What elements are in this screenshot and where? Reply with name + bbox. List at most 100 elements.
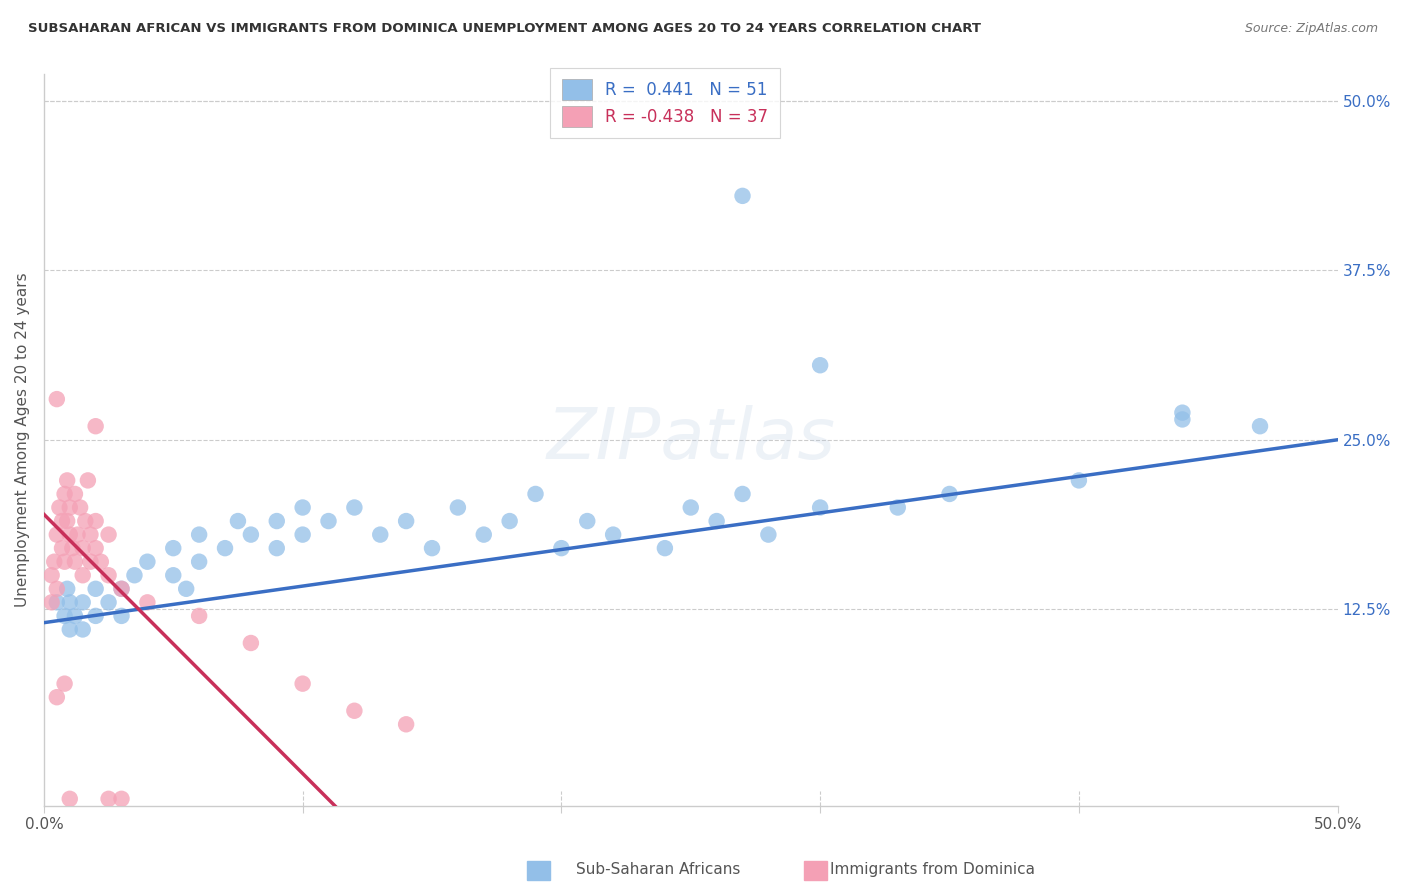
Point <box>938 487 960 501</box>
Point <box>524 487 547 501</box>
Point <box>97 595 120 609</box>
Point <box>59 500 82 515</box>
Point <box>174 582 197 596</box>
Point <box>1171 406 1194 420</box>
Point <box>1171 412 1194 426</box>
Point <box>63 487 86 501</box>
Point <box>1067 474 1090 488</box>
Point <box>343 500 366 515</box>
Point <box>84 541 107 556</box>
Text: SUBSAHARAN AFRICAN VS IMMIGRANTS FROM DOMINICA UNEMPLOYMENT AMONG AGES 20 TO 24 : SUBSAHARAN AFRICAN VS IMMIGRANTS FROM DO… <box>28 22 981 36</box>
Point <box>368 527 391 541</box>
Point <box>84 514 107 528</box>
Point <box>266 514 288 528</box>
Point <box>44 555 66 569</box>
Point <box>239 527 262 541</box>
Point <box>498 514 520 528</box>
Point <box>808 358 831 372</box>
Point <box>59 792 82 806</box>
Point <box>45 582 67 596</box>
Point <box>188 527 211 541</box>
Point <box>239 636 262 650</box>
Point <box>266 541 288 556</box>
Point <box>731 189 754 203</box>
Point <box>41 568 63 582</box>
Point <box>447 500 470 515</box>
Point <box>53 487 76 501</box>
Point <box>59 623 82 637</box>
Point <box>72 623 94 637</box>
Legend: R =  0.441   N = 51, R = -0.438   N = 37: R = 0.441 N = 51, R = -0.438 N = 37 <box>550 68 780 138</box>
Text: Source: ZipAtlas.com: Source: ZipAtlas.com <box>1244 22 1378 36</box>
Point <box>758 527 780 541</box>
Point <box>45 392 67 406</box>
Point <box>395 717 418 731</box>
Point <box>53 555 76 569</box>
Point <box>420 541 443 556</box>
Point <box>291 527 314 541</box>
Point <box>56 582 79 596</box>
Point <box>84 582 107 596</box>
Point <box>72 541 94 556</box>
Text: Sub-Saharan Africans: Sub-Saharan Africans <box>576 863 741 877</box>
Point <box>75 514 97 528</box>
Point <box>72 568 94 582</box>
Point <box>97 792 120 806</box>
Point <box>136 555 159 569</box>
Point <box>472 527 495 541</box>
Point <box>48 500 70 515</box>
Point <box>731 487 754 501</box>
Point <box>318 514 340 528</box>
Point <box>679 500 702 515</box>
Point <box>79 555 101 569</box>
Point <box>45 595 67 609</box>
Point <box>343 704 366 718</box>
Point <box>110 582 132 596</box>
Point <box>162 568 184 582</box>
Point <box>84 608 107 623</box>
Point <box>550 541 572 556</box>
Point <box>45 527 67 541</box>
Text: ZIPatlas: ZIPatlas <box>547 405 835 475</box>
Point <box>69 500 91 515</box>
Point <box>576 514 599 528</box>
Point <box>79 527 101 541</box>
Point <box>45 690 67 705</box>
Point <box>63 608 86 623</box>
Point <box>97 527 120 541</box>
Text: Immigrants from Dominica: Immigrants from Dominica <box>830 863 1035 877</box>
Point <box>77 474 100 488</box>
Point <box>66 527 89 541</box>
Point <box>97 568 120 582</box>
Point <box>808 500 831 515</box>
Point <box>706 514 728 528</box>
Point <box>59 527 82 541</box>
Point <box>887 500 910 515</box>
Point <box>395 514 418 528</box>
Point <box>110 582 132 596</box>
Point <box>72 595 94 609</box>
Point <box>136 595 159 609</box>
Point <box>188 555 211 569</box>
Point <box>59 595 82 609</box>
Point <box>84 419 107 434</box>
Point <box>51 514 73 528</box>
Point <box>110 608 132 623</box>
Y-axis label: Unemployment Among Ages 20 to 24 years: Unemployment Among Ages 20 to 24 years <box>15 272 30 607</box>
Point <box>90 555 112 569</box>
Point <box>602 527 624 541</box>
Point <box>53 608 76 623</box>
Point <box>291 676 314 690</box>
Point <box>63 555 86 569</box>
Point <box>188 608 211 623</box>
Point <box>1249 419 1271 434</box>
Point <box>110 792 132 806</box>
Point <box>654 541 676 556</box>
Point <box>291 500 314 515</box>
Point <box>60 541 83 556</box>
Point <box>53 676 76 690</box>
Point <box>56 514 79 528</box>
Point <box>51 541 73 556</box>
Point <box>56 474 79 488</box>
Point <box>214 541 236 556</box>
